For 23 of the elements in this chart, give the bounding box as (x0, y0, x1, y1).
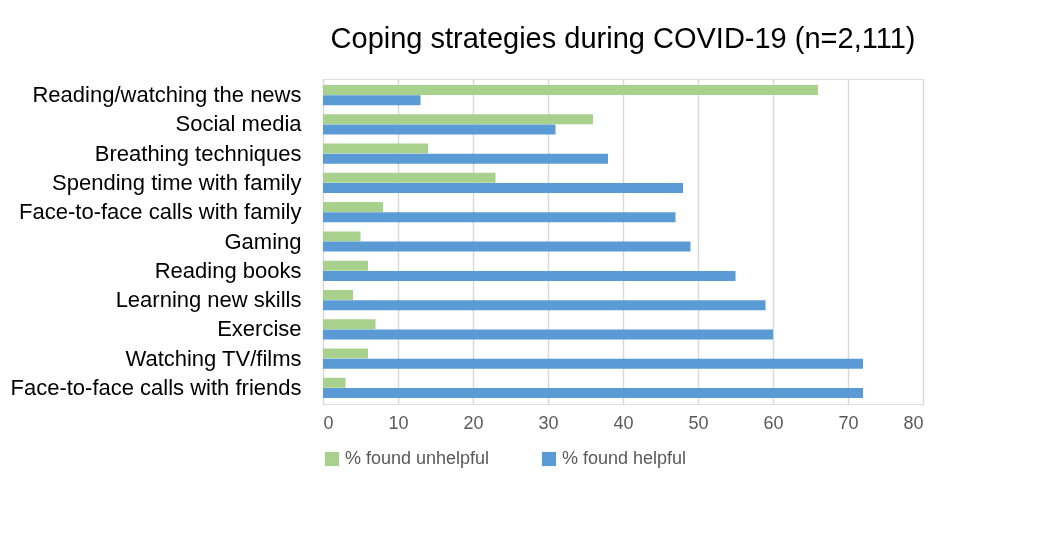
y-tick-label: Reading/watching the news (32, 82, 302, 108)
x-tick-label: 50 (688, 412, 709, 433)
y-tick-label: Face-to-face calls with friends (10, 374, 302, 400)
y-tick-label: Face-to-face calls with family (19, 199, 302, 225)
legend-label: % found unhelpful (345, 448, 490, 468)
x-tick-label: 80 (903, 412, 924, 433)
y-tick-label: Learning new skills (115, 287, 302, 313)
y-tick-label: Watching TV/films (125, 345, 302, 371)
y-tick-label: Spending time with family (52, 169, 302, 195)
x-tick-label: 60 (763, 412, 784, 433)
x-tick-label: 70 (838, 412, 859, 433)
y-tick-label: Reading books (154, 257, 302, 283)
x-tick-label: 30 (538, 412, 559, 433)
legend-label: % found helpful (562, 448, 687, 468)
y-tick-label: Exercise (217, 316, 302, 342)
x-tick-label: 20 (463, 412, 484, 433)
y-tick-label: Breathing techniques (94, 140, 302, 166)
y-tick-label: Social media (175, 111, 303, 137)
x-tick-label: 10 (388, 412, 409, 433)
y-tick-label: Gaming (224, 228, 302, 254)
x-tick-label: 40 (613, 412, 634, 433)
chart-title: Coping strategies during COVID-19 (n=2,111) (330, 22, 916, 54)
x-tick-label: 0 (323, 412, 334, 433)
